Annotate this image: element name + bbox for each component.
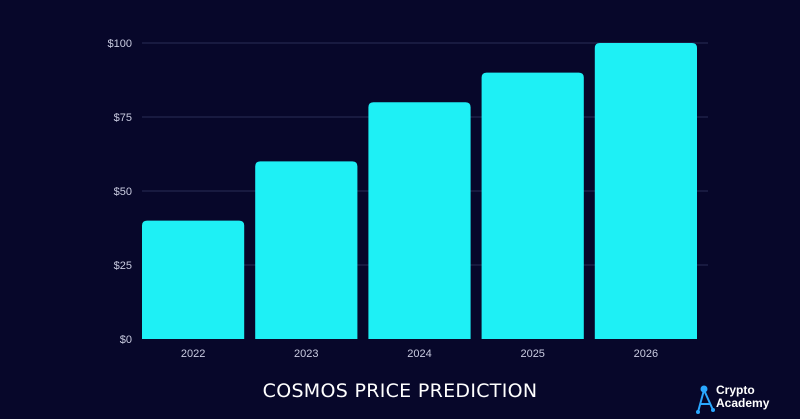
bar-chart: $0 $25 $50 $75 $100 2022 2023 2024 2025 2026 (108, 38, 708, 360)
logo-icon (696, 385, 715, 414)
x-tick-label: 2024 (407, 348, 431, 360)
bar-2026 (594, 43, 697, 339)
x-axis-ticks: 2022 2023 2024 2025 2026 (181, 348, 658, 360)
bar-2023 (255, 161, 358, 339)
chart-title: COSMOS PRICE PREDICTION (262, 380, 538, 402)
x-tick-label: 2025 (520, 348, 544, 360)
y-tick-label: $100 (108, 38, 132, 50)
bar-2024 (368, 102, 471, 339)
bar-2022 (142, 220, 245, 339)
y-axis-ticks: $0 $25 $50 $75 $100 (108, 38, 132, 346)
x-tick-label: 2026 (634, 348, 658, 360)
bars (142, 43, 697, 339)
logo-text-line1: Crypto (716, 383, 755, 397)
bar-2025 (481, 72, 584, 339)
logo-text-line2: Academy (716, 396, 770, 410)
y-tick-label: $50 (114, 186, 132, 198)
x-tick-label: 2023 (294, 348, 318, 360)
crypto-academy-logo: Crypto Academy (694, 382, 798, 416)
x-tick-label: 2022 (181, 348, 205, 360)
y-tick-label: $0 (120, 334, 132, 346)
y-tick-label: $75 (114, 112, 132, 124)
y-tick-label: $25 (114, 260, 132, 272)
